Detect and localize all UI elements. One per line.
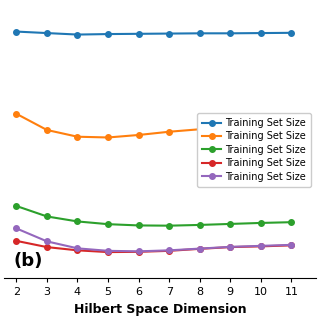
Training Set Size <box>198 223 202 227</box>
Training Set Size <box>106 250 110 254</box>
Training Set Size <box>45 128 49 132</box>
Line: Training Set Size: Training Set Size <box>14 226 294 254</box>
Training Set Size <box>290 31 293 35</box>
Training Set Size <box>167 130 171 134</box>
Training Set Size <box>14 227 18 230</box>
Training Set Size <box>45 214 49 218</box>
Training Set Size <box>137 250 140 254</box>
Training Set Size <box>198 247 202 251</box>
X-axis label: Hilbert Space Dimension: Hilbert Space Dimension <box>74 303 246 316</box>
Training Set Size <box>14 112 18 116</box>
Training Set Size <box>76 246 79 250</box>
Training Set Size <box>259 221 263 225</box>
Training Set Size <box>45 245 49 249</box>
Training Set Size <box>14 239 18 243</box>
Training Set Size <box>45 239 49 243</box>
Training Set Size <box>106 32 110 36</box>
Training Set Size <box>76 33 79 36</box>
Training Set Size <box>167 248 171 252</box>
Training Set Size <box>137 223 140 227</box>
Training Set Size <box>137 249 140 253</box>
Training Set Size <box>167 224 171 228</box>
Line: Training Set Size: Training Set Size <box>14 238 294 255</box>
Training Set Size <box>290 123 293 127</box>
Training Set Size <box>137 32 140 36</box>
Training Set Size <box>290 244 293 247</box>
Training Set Size <box>198 127 202 131</box>
Line: Training Set Size: Training Set Size <box>14 111 294 140</box>
Training Set Size <box>259 244 263 248</box>
Training Set Size <box>106 222 110 226</box>
Text: (b): (b) <box>13 252 43 270</box>
Training Set Size <box>259 124 263 128</box>
Training Set Size <box>198 247 202 251</box>
Training Set Size <box>106 136 110 140</box>
Training Set Size <box>259 244 263 248</box>
Training Set Size <box>228 222 232 226</box>
Training Set Size <box>228 245 232 249</box>
Training Set Size <box>106 249 110 253</box>
Training Set Size <box>14 30 18 34</box>
Training Set Size <box>259 31 263 35</box>
Training Set Size <box>76 220 79 223</box>
Training Set Size <box>228 125 232 129</box>
Training Set Size <box>14 204 18 208</box>
Training Set Size <box>228 245 232 249</box>
Line: Training Set Size: Training Set Size <box>14 29 294 37</box>
Line: Training Set Size: Training Set Size <box>14 203 294 228</box>
Training Set Size <box>76 135 79 139</box>
Legend: Training Set Size, Training Set Size, Training Set Size, Training Set Size, Trai: Training Set Size, Training Set Size, Tr… <box>197 113 311 187</box>
Training Set Size <box>290 243 293 247</box>
Training Set Size <box>228 31 232 35</box>
Training Set Size <box>290 220 293 224</box>
Training Set Size <box>198 31 202 35</box>
Training Set Size <box>167 249 171 253</box>
Training Set Size <box>167 32 171 36</box>
Training Set Size <box>137 133 140 137</box>
Training Set Size <box>45 31 49 35</box>
Training Set Size <box>76 248 79 252</box>
